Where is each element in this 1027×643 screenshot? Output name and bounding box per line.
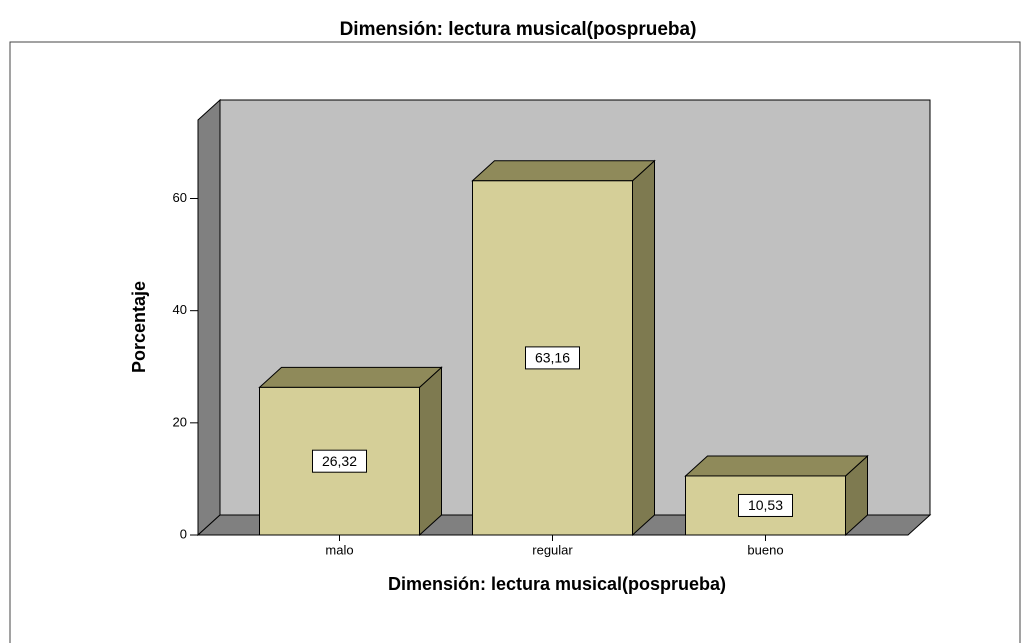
value-label-box: [525, 346, 580, 370]
value-label-box: [312, 449, 367, 473]
x-tick-label: regular: [532, 542, 573, 557]
y-axis-label: Porcentaje: [129, 281, 149, 373]
chart-title: Dimensión: lectura musical(posprueba): [340, 19, 697, 40]
value-label: 63,16: [535, 350, 570, 366]
chart-frame: [9, 41, 1021, 643]
x-tick-label: malo: [325, 542, 353, 557]
x-axis-label: Dimensión: lectura musical(posprueba): [388, 574, 726, 594]
value-label: 10,53: [748, 497, 783, 513]
y-tick-label: 0: [180, 526, 187, 541]
bar-side: [419, 366, 442, 537]
y-tick-label: 40: [173, 302, 187, 317]
bar-top: [258, 366, 443, 388]
value-label: 26,32: [322, 453, 357, 469]
bar-top: [684, 455, 869, 477]
x-tick-label: bueno: [747, 542, 783, 557]
bar-side: [632, 159, 655, 537]
y-tick-label: 60: [173, 190, 187, 205]
y-tick-label: 20: [173, 414, 187, 429]
left-wall: [197, 98, 221, 537]
value-label-box: [738, 493, 793, 517]
bar-top: [471, 160, 656, 182]
